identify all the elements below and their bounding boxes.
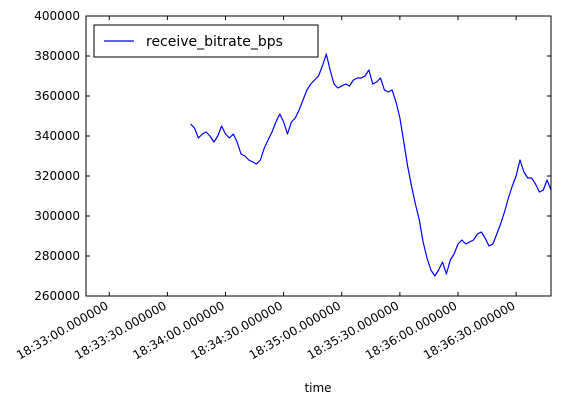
y-tick-label: 380000	[34, 49, 80, 63]
y-tick-label: 320000	[34, 169, 80, 183]
x-axis-title: time	[304, 381, 331, 395]
y-tick-label: 280000	[34, 249, 80, 263]
y-tick-label: 300000	[34, 209, 80, 223]
y-tick-label: 340000	[34, 129, 80, 143]
y-tick-label: 400000	[34, 9, 80, 23]
series-line-receive_bitrate_bps	[190, 53, 552, 277]
plot-frame	[85, 15, 552, 297]
legend: receive_bitrate_bps	[93, 24, 319, 58]
legend-label: receive_bitrate_bps	[146, 34, 283, 50]
series-layer	[190, 53, 552, 277]
y-axis: 260000 280000 300000 320000 340000 360000 3800…	[34, 9, 551, 303]
y-tick-label: 260000	[34, 289, 80, 303]
y-tick-label: 360000	[34, 89, 80, 103]
